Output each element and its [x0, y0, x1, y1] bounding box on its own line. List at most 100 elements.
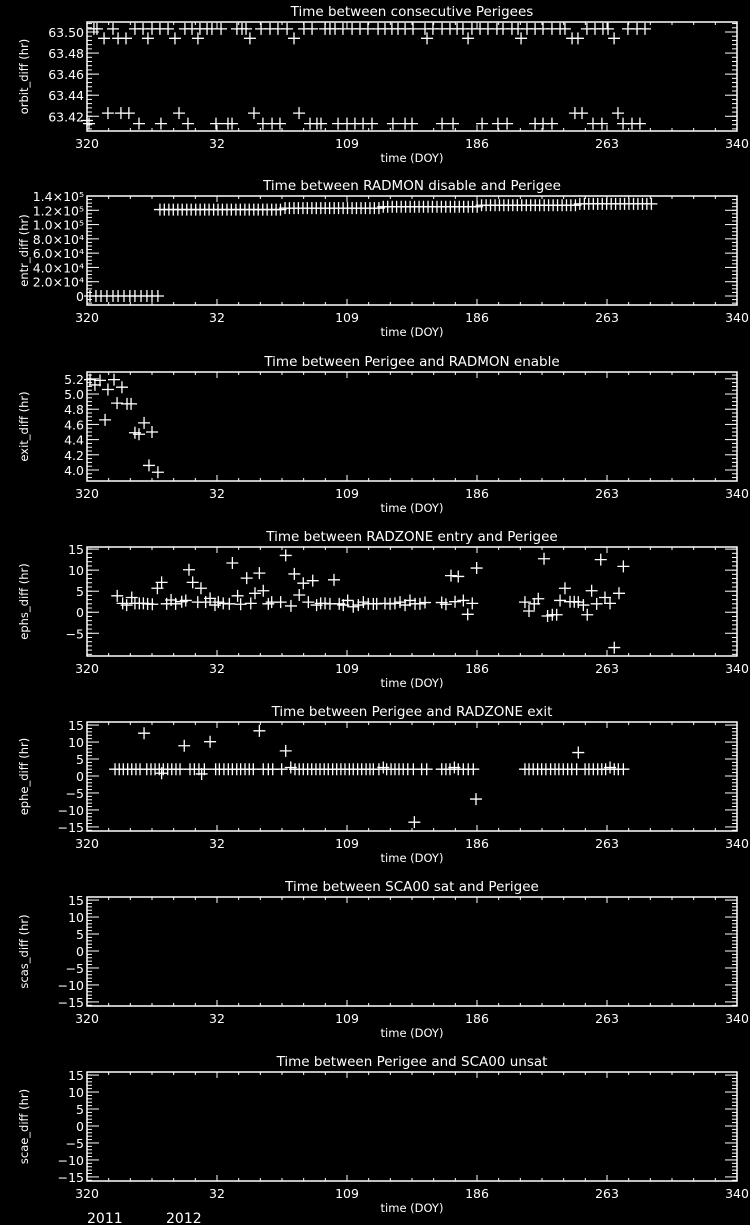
y-tick-label: 8.0×10⁴	[33, 232, 84, 247]
data-point	[111, 397, 124, 410]
data-point	[83, 117, 96, 130]
x-tick-label: 263	[595, 136, 619, 151]
y-axis-label: exit_diff (hr)	[17, 391, 31, 461]
data-point	[182, 563, 195, 576]
year-label-2011: 2011	[87, 1211, 123, 1225]
data-point	[386, 117, 399, 130]
data-point	[604, 597, 617, 610]
data-point	[470, 562, 483, 575]
x-tick-label: 32	[209, 836, 225, 851]
data-point	[541, 610, 554, 623]
chart-title: Time between consecutive Perigees	[290, 4, 534, 20]
data-point	[257, 584, 270, 597]
data-point	[419, 596, 431, 609]
data-point	[81, 114, 93, 127]
y-tick-label: 15	[68, 893, 84, 908]
y-tick-label: −5	[66, 961, 84, 976]
data-point	[240, 572, 253, 585]
y-tick-label: 10	[68, 735, 84, 750]
y-tick-label: 1.2×10⁵	[33, 203, 84, 218]
x-axis-label: time (DOY)	[381, 1201, 444, 1215]
x-axis-label: time (DOY)	[381, 325, 444, 339]
y-tick-label: 0	[76, 944, 84, 959]
y-tick-label: −10	[58, 803, 84, 818]
data-point	[449, 595, 462, 608]
y-tick-label: 15	[68, 718, 84, 733]
data-point	[279, 549, 292, 562]
x-tick-label: 340	[725, 136, 749, 151]
data-point	[595, 117, 608, 130]
y-tick-label: 5	[76, 584, 84, 599]
data-point	[407, 22, 420, 35]
data-point	[253, 567, 266, 580]
data-point	[602, 22, 615, 35]
panel-4: Time between RADZONE entry and Perigee 32…	[17, 529, 749, 690]
x-tick-label: 340	[725, 310, 749, 325]
x-tick-label: 186	[465, 1186, 489, 1201]
x-tick-label: 32	[209, 1186, 225, 1201]
panel-1: Time between consecutive Perigees 320 32 10…	[17, 4, 749, 165]
data-point	[133, 428, 145, 441]
data-point	[142, 459, 155, 472]
data-point	[186, 576, 199, 589]
data-point	[413, 597, 426, 610]
data-point	[209, 117, 222, 130]
data-point	[328, 573, 340, 586]
panel-5: Time between Perigee and RADZONE exit320…	[17, 704, 749, 865]
data-point	[347, 600, 360, 613]
data-point	[141, 32, 154, 45]
data-point	[146, 598, 159, 611]
data-point	[306, 22, 319, 35]
x-tick-label: 320	[75, 1186, 99, 1201]
x-tick-label: 263	[595, 486, 619, 501]
x-tick-label: 320	[75, 486, 99, 501]
data-point	[162, 22, 175, 35]
y-tick-label: −5	[66, 786, 84, 801]
data-point	[191, 32, 204, 45]
y-tick-label: 10	[68, 1085, 84, 1100]
data-point	[394, 596, 407, 609]
chart-title: Time between RADMON disable and Perigee	[262, 178, 561, 194]
data-point	[247, 107, 260, 120]
data-point	[226, 117, 239, 130]
data-point	[302, 596, 315, 609]
x-tick-label: 186	[465, 836, 489, 851]
y-tick-label: 4.4	[64, 433, 84, 448]
y-axis-label: ephs_diff (hr)	[17, 563, 31, 639]
x-tick-label: 320	[75, 1011, 99, 1026]
x-tick-label: 263	[595, 1011, 619, 1026]
x-axis-label: time (DOY)	[381, 676, 444, 690]
data-point	[133, 117, 145, 130]
data-point	[518, 596, 531, 609]
x-tick-label: 109	[335, 136, 359, 151]
data-point	[279, 744, 292, 757]
data-point	[169, 597, 182, 610]
chart-title: Time between Perigee and RADMON enable	[263, 354, 559, 370]
data-point	[99, 413, 112, 426]
data-point	[273, 117, 286, 130]
data-point	[146, 426, 158, 439]
data-point	[594, 553, 607, 566]
data-point	[293, 107, 306, 120]
data-point	[523, 604, 535, 617]
y-tick-label: 10	[68, 563, 84, 578]
x-tick-label: 340	[725, 1186, 749, 1201]
y-axis-label: scae_diff (hr)	[17, 1089, 31, 1164]
data-point	[234, 598, 247, 611]
data-point	[287, 32, 300, 45]
data-point	[94, 374, 106, 387]
data-point	[226, 556, 239, 569]
data-point	[420, 763, 433, 776]
data-point	[111, 589, 124, 602]
data-point	[179, 594, 192, 607]
data-point	[447, 117, 460, 130]
data-point	[198, 763, 211, 776]
x-tick-label: 186	[465, 136, 489, 151]
data-point	[204, 735, 217, 748]
x-tick-label: 263	[595, 310, 619, 325]
data-point	[457, 594, 470, 607]
data-point	[617, 560, 630, 573]
data-point	[501, 117, 514, 130]
x-tick-label: 32	[209, 1011, 225, 1026]
